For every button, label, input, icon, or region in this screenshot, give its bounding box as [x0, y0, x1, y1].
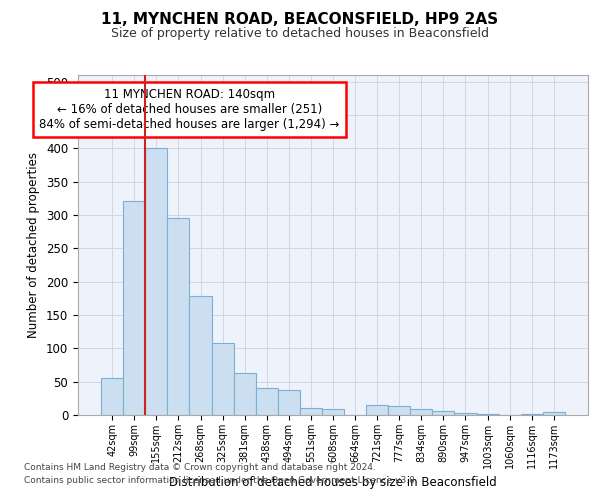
X-axis label: Distribution of detached houses by size in Beaconsfield: Distribution of detached houses by size … [169, 476, 497, 490]
Bar [543, 412, 565, 415]
Bar [454, 413, 476, 415]
Bar [212, 343, 233, 415]
Bar [256, 388, 278, 415]
Bar [190, 296, 212, 415]
Text: 11, MYNCHEN ROAD, BEACONSFIELD, HP9 2AS: 11, MYNCHEN ROAD, BEACONSFIELD, HP9 2AS [101, 12, 499, 28]
Bar [521, 414, 543, 415]
Bar [278, 390, 300, 415]
Bar [233, 373, 256, 415]
Bar [322, 409, 344, 415]
Bar [366, 405, 388, 415]
Bar [167, 218, 190, 415]
Bar [145, 148, 167, 415]
Text: Contains HM Land Registry data © Crown copyright and database right 2024.: Contains HM Land Registry data © Crown c… [24, 464, 376, 472]
Text: 11 MYNCHEN ROAD: 140sqm
← 16% of detached houses are smaller (251)
84% of semi-d: 11 MYNCHEN ROAD: 140sqm ← 16% of detache… [40, 88, 340, 132]
Bar [433, 411, 454, 415]
Bar [123, 201, 145, 415]
Text: Size of property relative to detached houses in Beaconsfield: Size of property relative to detached ho… [111, 28, 489, 40]
Text: Contains public sector information licensed under the Open Government Licence v3: Contains public sector information licen… [24, 476, 418, 485]
Bar [410, 409, 433, 415]
Bar [476, 414, 499, 415]
Bar [101, 378, 123, 415]
Bar [300, 408, 322, 415]
Y-axis label: Number of detached properties: Number of detached properties [28, 152, 40, 338]
Bar [388, 406, 410, 415]
